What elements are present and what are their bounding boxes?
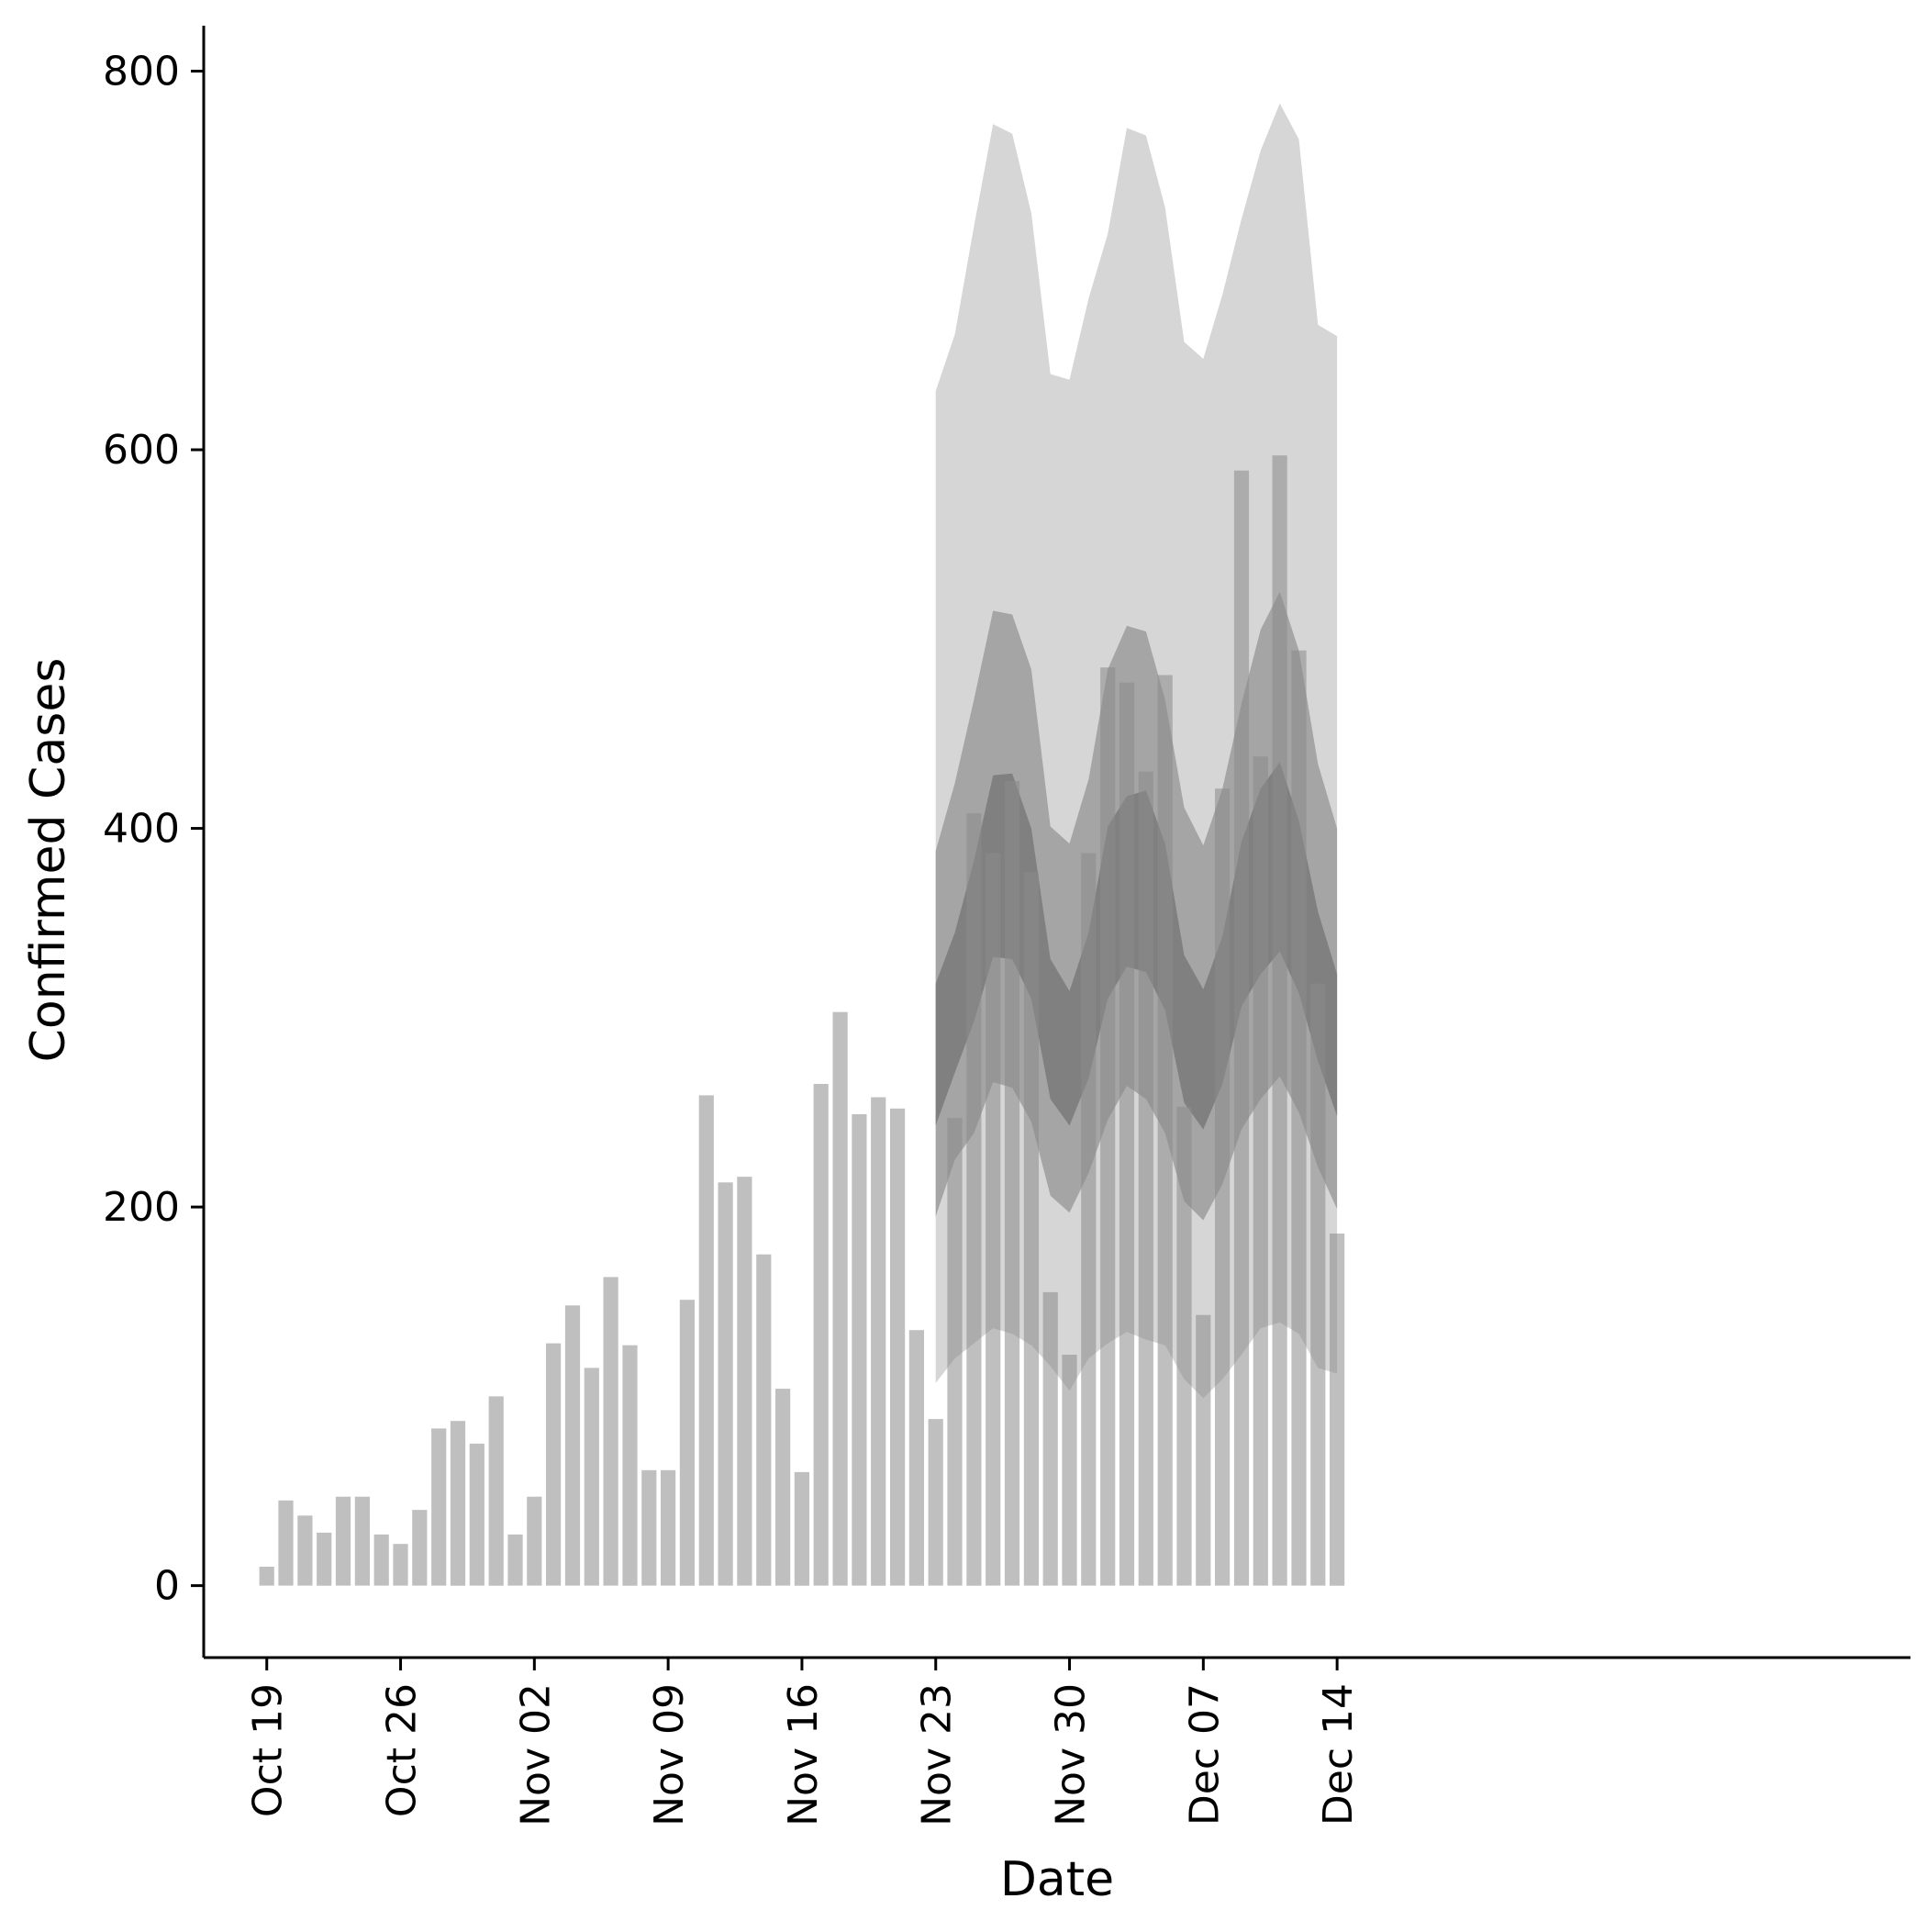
bar — [813, 1084, 829, 1586]
y-tick-label: 800 — [103, 49, 180, 95]
bar — [1100, 667, 1116, 1586]
bar — [966, 813, 982, 1586]
bar — [737, 1177, 752, 1586]
x-tick-label: Nov 02 — [512, 1683, 559, 1826]
bar — [1023, 872, 1039, 1586]
axes — [202, 26, 1910, 1659]
bar — [354, 1496, 370, 1586]
bar — [1004, 781, 1020, 1586]
bar — [794, 1471, 809, 1586]
bar — [661, 1469, 676, 1586]
y-ticks: 0 200 400 600 800 — [103, 49, 204, 1610]
bar — [278, 1500, 294, 1586]
y-tick-label: 0 — [154, 1563, 180, 1610]
x-tick-label: Nov 30 — [1048, 1683, 1095, 1826]
x-axis-title: Date — [1000, 1852, 1114, 1907]
bar — [832, 1011, 848, 1586]
bar — [564, 1305, 581, 1586]
bar — [641, 1469, 657, 1586]
x-tick-label: Oct 26 — [379, 1683, 426, 1817]
bar — [871, 1097, 886, 1586]
bar — [527, 1496, 542, 1586]
bar — [335, 1496, 351, 1586]
case-bars — [259, 455, 1345, 1586]
bar — [679, 1300, 695, 1586]
bar — [469, 1443, 485, 1586]
bar — [890, 1108, 906, 1586]
bar — [1081, 853, 1097, 1586]
bar — [412, 1510, 428, 1586]
bar — [259, 1567, 274, 1586]
bar — [622, 1345, 638, 1586]
y-tick-label: 600 — [103, 427, 180, 474]
x-tick-label: Dec 14 — [1315, 1683, 1362, 1826]
bar — [1330, 1234, 1345, 1586]
bar — [1176, 1106, 1192, 1586]
bar — [450, 1421, 466, 1586]
x-tick-label: Oct 19 — [245, 1683, 292, 1817]
x-tick-label: Nov 09 — [646, 1683, 693, 1826]
bar — [947, 1118, 963, 1586]
bar — [1272, 455, 1287, 1586]
bar — [852, 1114, 867, 1586]
bar — [1042, 1291, 1058, 1586]
bar — [488, 1396, 504, 1586]
bar — [297, 1515, 313, 1586]
bar — [1138, 771, 1153, 1586]
bar — [775, 1389, 791, 1586]
bar — [431, 1428, 447, 1586]
bar — [317, 1532, 332, 1586]
bar — [1291, 650, 1307, 1586]
bar — [928, 1419, 943, 1586]
bar — [718, 1182, 733, 1586]
y-axis-title: Confirmed Cases — [21, 658, 76, 1063]
bar — [908, 1330, 924, 1586]
x-tick-label: Nov 23 — [914, 1683, 961, 1826]
bar — [986, 853, 1001, 1586]
bar — [546, 1343, 562, 1586]
bar — [584, 1368, 599, 1586]
bar — [1310, 983, 1326, 1586]
bar — [756, 1254, 772, 1586]
forecast-band-inner — [935, 762, 1338, 1130]
x-ticks: Oct 19 Oct 26 Nov 02 Nov 09 Nov 16 Nov 23 Nov … — [245, 1658, 1362, 1826]
bar — [507, 1534, 523, 1586]
x-tick-label: Dec 07 — [1181, 1683, 1228, 1826]
bar — [1157, 675, 1173, 1586]
bar — [1215, 788, 1231, 1586]
y-tick-label: 200 — [103, 1184, 180, 1231]
bar — [1062, 1355, 1077, 1586]
bar — [393, 1544, 408, 1586]
bar — [1233, 470, 1250, 1586]
bar — [603, 1277, 618, 1586]
bar — [1253, 756, 1268, 1586]
x-tick-label: Nov 16 — [780, 1683, 827, 1826]
bar — [1196, 1314, 1211, 1586]
bar — [698, 1095, 714, 1586]
bar — [1119, 682, 1135, 1586]
bar — [373, 1534, 389, 1586]
y-tick-label: 400 — [103, 806, 180, 853]
